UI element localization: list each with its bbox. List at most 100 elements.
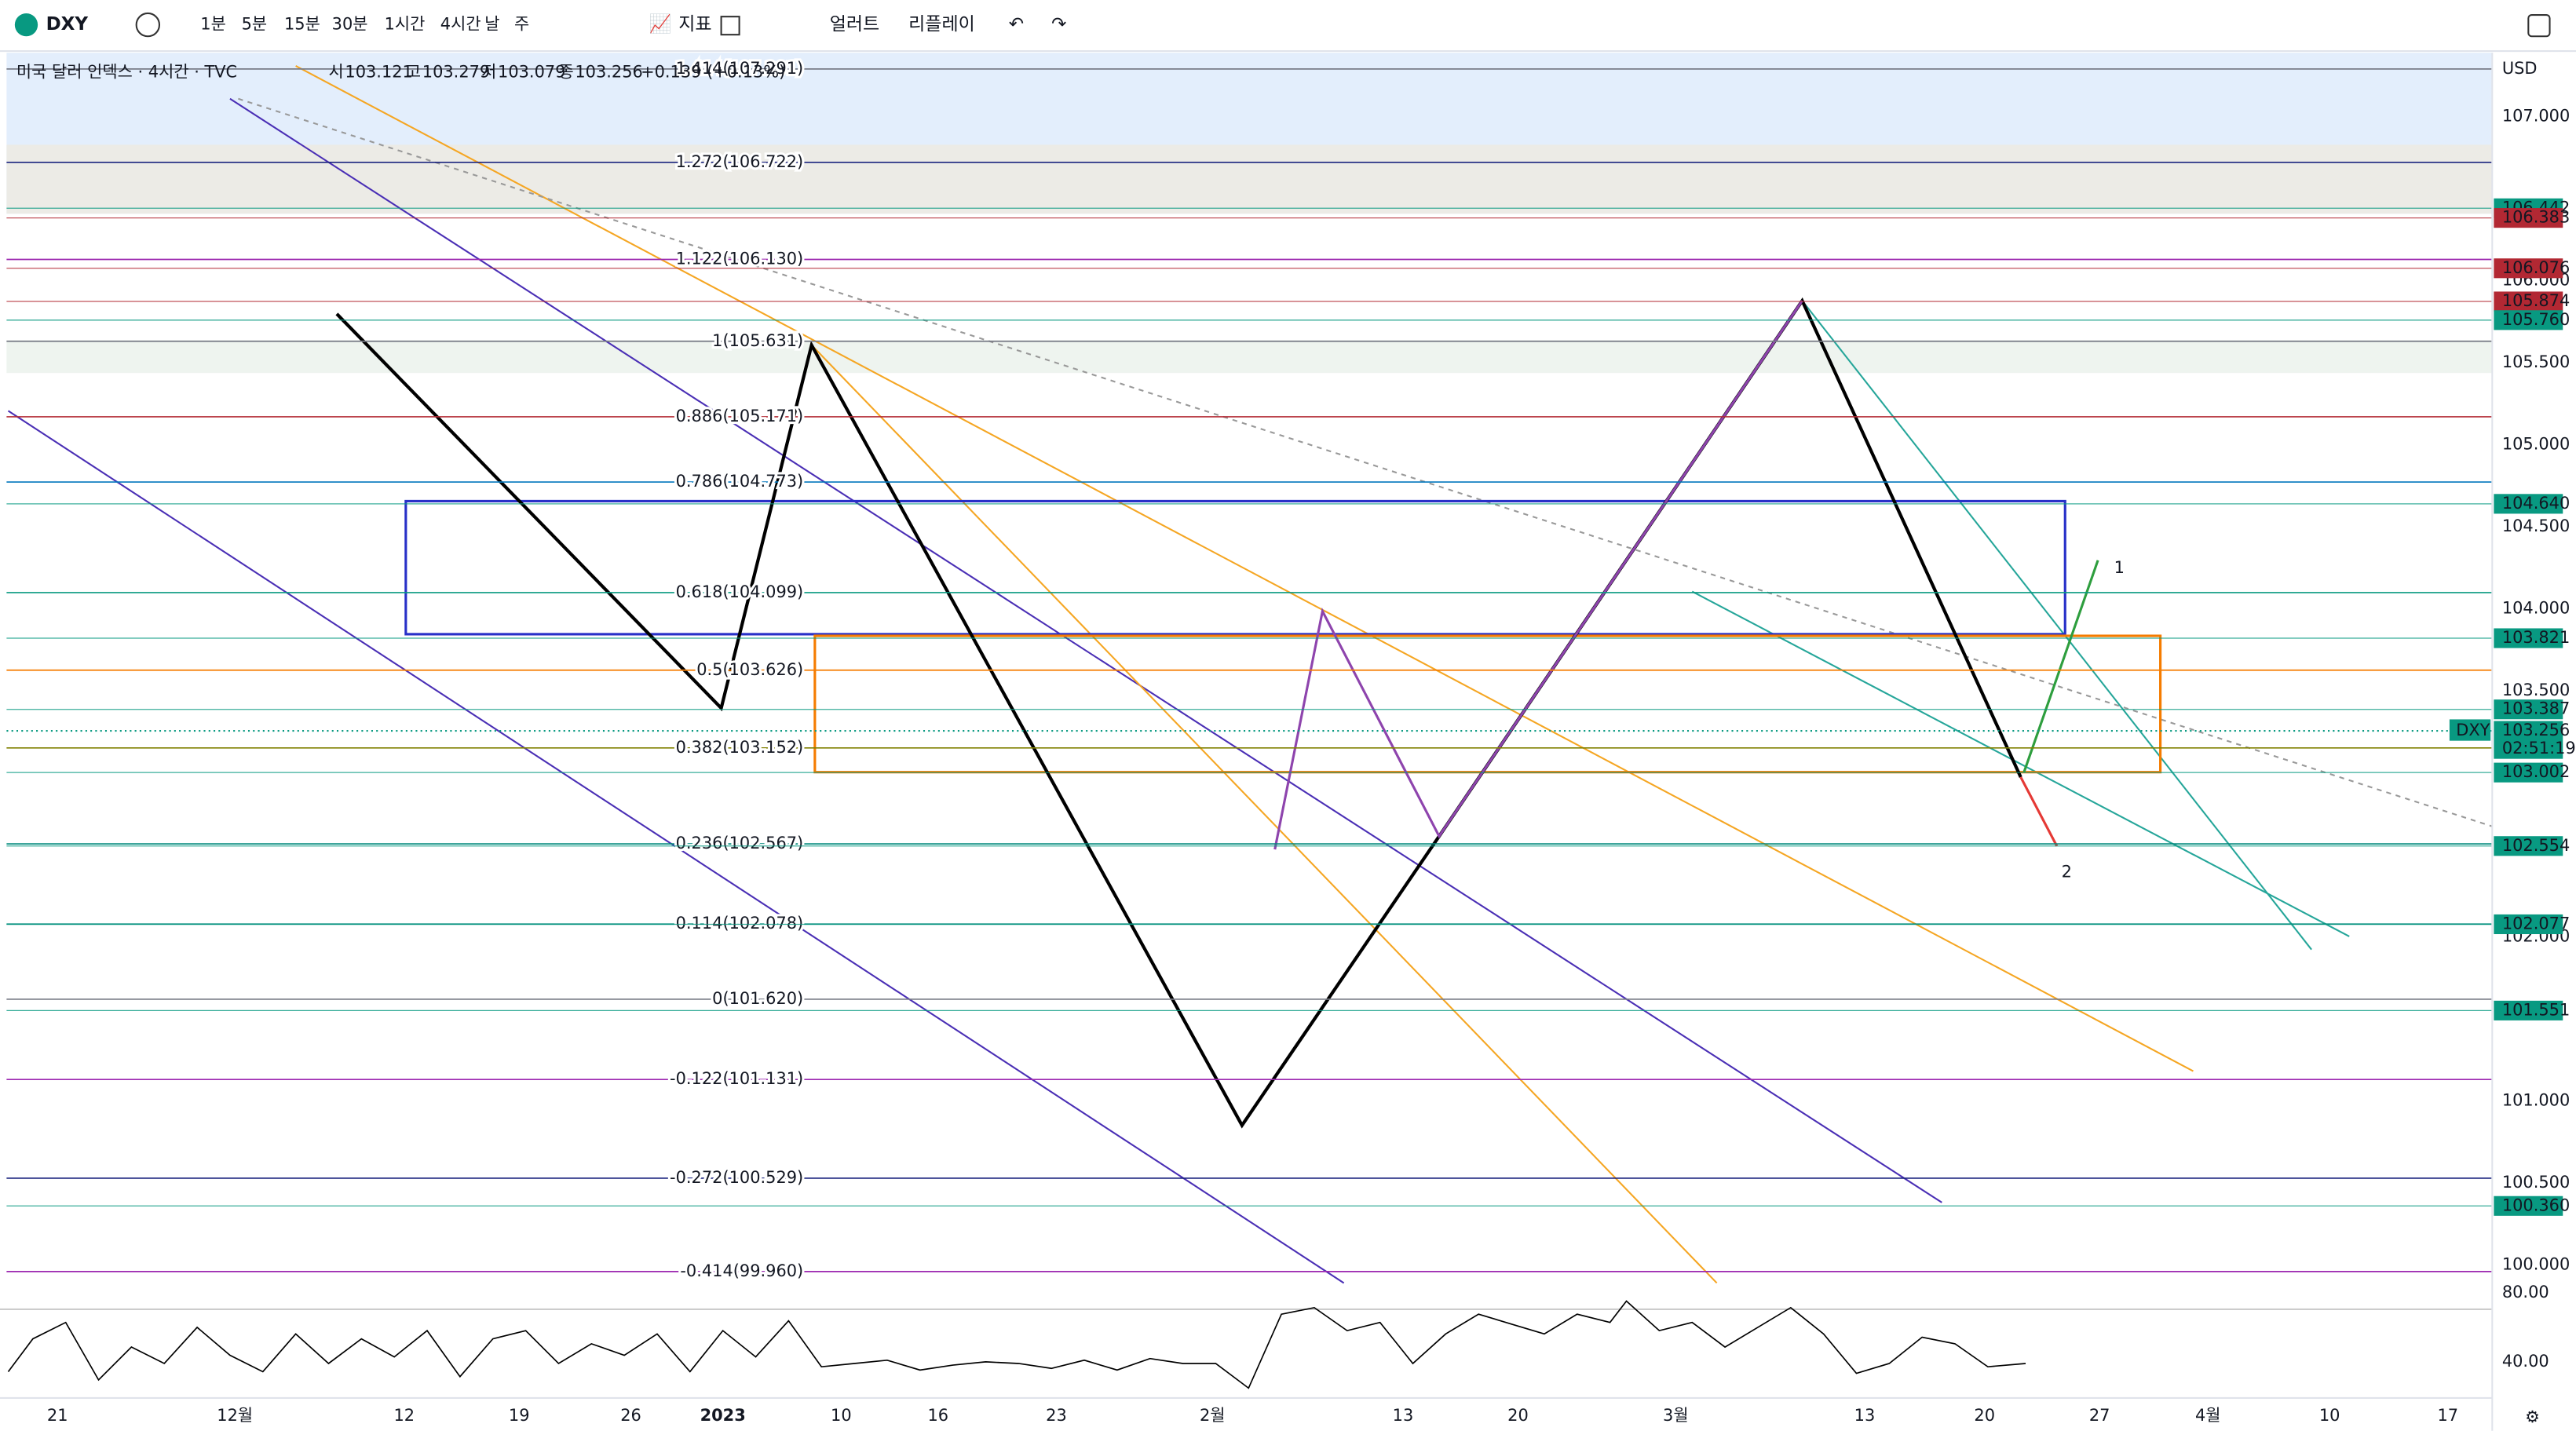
price-marker — [2494, 310, 2563, 330]
y-tick-label: 104.500 — [2502, 517, 2570, 535]
toolbar: DXY 📈 지표 얼러트 리플레이 ↶ ↷ — [0, 0, 2576, 53]
replay[interactable]: 리플레이 — [908, 14, 975, 35]
icon: 📈 — [649, 13, 672, 35]
fib-label: -0.122(101.131) — [670, 1069, 803, 1088]
x-tick-label: 10 — [831, 1406, 852, 1425]
y-tick-label: 104.000 — [2502, 599, 2570, 618]
ohlc-value: 103.256 — [575, 62, 642, 81]
price-marker-label: 105.874 — [2502, 291, 2570, 310]
interval[interactable]: 4시간 — [440, 15, 481, 34]
price-marker-label: 106.076 — [2502, 258, 2570, 277]
y-tick-label: 103.500 — [2502, 681, 2570, 699]
price-lines — [6, 207, 2493, 1206]
symbol-icon — [14, 13, 38, 37]
x-tick-label: 10 — [2319, 1406, 2340, 1425]
currency[interactable]: USD — [2502, 59, 2538, 78]
fib-label: 1(105.631) — [712, 331, 803, 350]
price-marker — [2494, 762, 2563, 783]
fib-label: 1.122(106.130) — [676, 249, 804, 268]
fib-label: 1.272(106.722) — [676, 152, 804, 171]
y-tick-label: 107.000 — [2502, 107, 2570, 126]
price-marker — [2494, 1196, 2563, 1216]
fib-label: 1.414(107.291) — [676, 59, 804, 78]
y-tick-label: 105.500 — [2502, 352, 2570, 371]
interval[interactable]: 30분 — [332, 15, 368, 34]
settings[interactable]: ⚙ — [2525, 1407, 2540, 1426]
x-tick-label: 12 — [393, 1406, 415, 1425]
x-tick-label: 17 — [2437, 1406, 2458, 1425]
undo[interactable]: ↶ — [1009, 14, 1024, 35]
x-tick-label: 2월 — [1200, 1406, 1226, 1425]
templates[interactable] — [720, 16, 740, 36]
price-marker-label: 105.760 — [2502, 310, 2570, 329]
period[interactable]: 날 — [484, 15, 499, 34]
ohlc-value: 103.279 — [422, 62, 490, 81]
y-tick-label: 105.000 — [2502, 435, 2570, 454]
alert[interactable]: 얼러트 — [830, 14, 879, 35]
indicators[interactable]: 지표 — [678, 14, 711, 35]
ohlc-value: 103.079 — [498, 62, 565, 81]
x-tick-label: 20 — [1507, 1406, 1529, 1425]
price-marker-label: 104.640 — [2502, 494, 2570, 513]
price-marker-label: 103.002 — [2502, 762, 2570, 781]
redo[interactable]: ↷ — [1051, 14, 1066, 35]
x-tick-label: 3월 — [1663, 1406, 1689, 1425]
price-marker — [2494, 258, 2563, 279]
zone — [6, 340, 2493, 374]
rsi-tick-label: 80.00 — [2502, 1283, 2549, 1301]
x-tick-label: 13 — [1854, 1406, 1876, 1425]
fib-label: 0.5(103.626) — [696, 660, 803, 679]
x-tick-label: 19 — [509, 1406, 530, 1425]
annotation: 2 — [2062, 862, 2072, 881]
toolbar-bg — [0, 0, 2576, 52]
fib-label: 0.886(105.171) — [676, 407, 804, 425]
zone — [6, 144, 2493, 214]
x-tick-label: 13 — [1393, 1406, 1414, 1425]
legend-title: 미국 달러 인덱스 · 4시간 · TVC — [16, 62, 237, 81]
interval[interactable]: 15분 — [284, 15, 320, 34]
x-tick-label: 12월 — [217, 1406, 253, 1425]
fib-label: 0.236(102.567) — [676, 834, 804, 852]
change: +0.139 (+0.13%) — [641, 62, 785, 81]
price-marker-label: 101.551 — [2502, 1000, 2570, 1019]
rsi-tick-label: 40.00 — [2502, 1352, 2549, 1371]
y-tick-label: 100.000 — [2502, 1255, 2570, 1274]
interval[interactable]: 1시간 — [385, 15, 426, 34]
fib-label: 0.114(102.078) — [676, 914, 804, 933]
x-tick-label: 21 — [47, 1406, 68, 1425]
ohlc-label: 시 — [328, 62, 343, 81]
symbol[interactable]: DXY — [46, 14, 89, 35]
price-marker-label: 100.360 — [2502, 1196, 2570, 1214]
price-marker — [2494, 1000, 2563, 1020]
price-marker — [2494, 914, 2563, 935]
y-tick-label: 100.500 — [2502, 1173, 2570, 1192]
fib-label: 0.786(104.773) — [676, 472, 804, 491]
ohlc-label: 고 — [406, 62, 421, 81]
symbol-tag-bg — [2449, 719, 2491, 741]
interval[interactable]: 5분 — [242, 15, 268, 34]
last-price-label: 103.256 — [2502, 721, 2570, 739]
price-marker-label: 106.383 — [2502, 208, 2570, 227]
fib-levels: 1.414(107.291) 1.272(106.722) 1.122(106.13… — [6, 57, 2493, 1283]
ohlc-value: 103.121 — [345, 62, 412, 81]
price-marker — [2494, 291, 2563, 312]
price-marker — [2494, 836, 2563, 856]
x-tick-label: 26 — [620, 1406, 641, 1425]
rsi-axis: 80.00 40.00 — [2502, 1283, 2549, 1371]
price-marker — [2494, 699, 2563, 720]
symbol-tag: DXY — [2456, 721, 2490, 739]
fullscreen[interactable] — [2527, 14, 2551, 38]
last-price-marker — [2494, 721, 2563, 759]
y-tick-label: 101.000 — [2502, 1091, 2570, 1110]
fib-label: 0.382(103.152) — [676, 738, 804, 757]
x-tick-label: 16 — [927, 1406, 948, 1425]
x-tick-label: 20 — [1974, 1406, 1995, 1425]
interval[interactable]: 1분 — [200, 15, 226, 34]
price-marker-label: 102.077 — [2502, 914, 2570, 933]
add-symbol[interactable] — [135, 12, 161, 38]
price-marker — [2494, 494, 2563, 514]
period[interactable]: 주 — [514, 15, 529, 34]
fib-label: -0.414(99.960) — [680, 1261, 803, 1280]
